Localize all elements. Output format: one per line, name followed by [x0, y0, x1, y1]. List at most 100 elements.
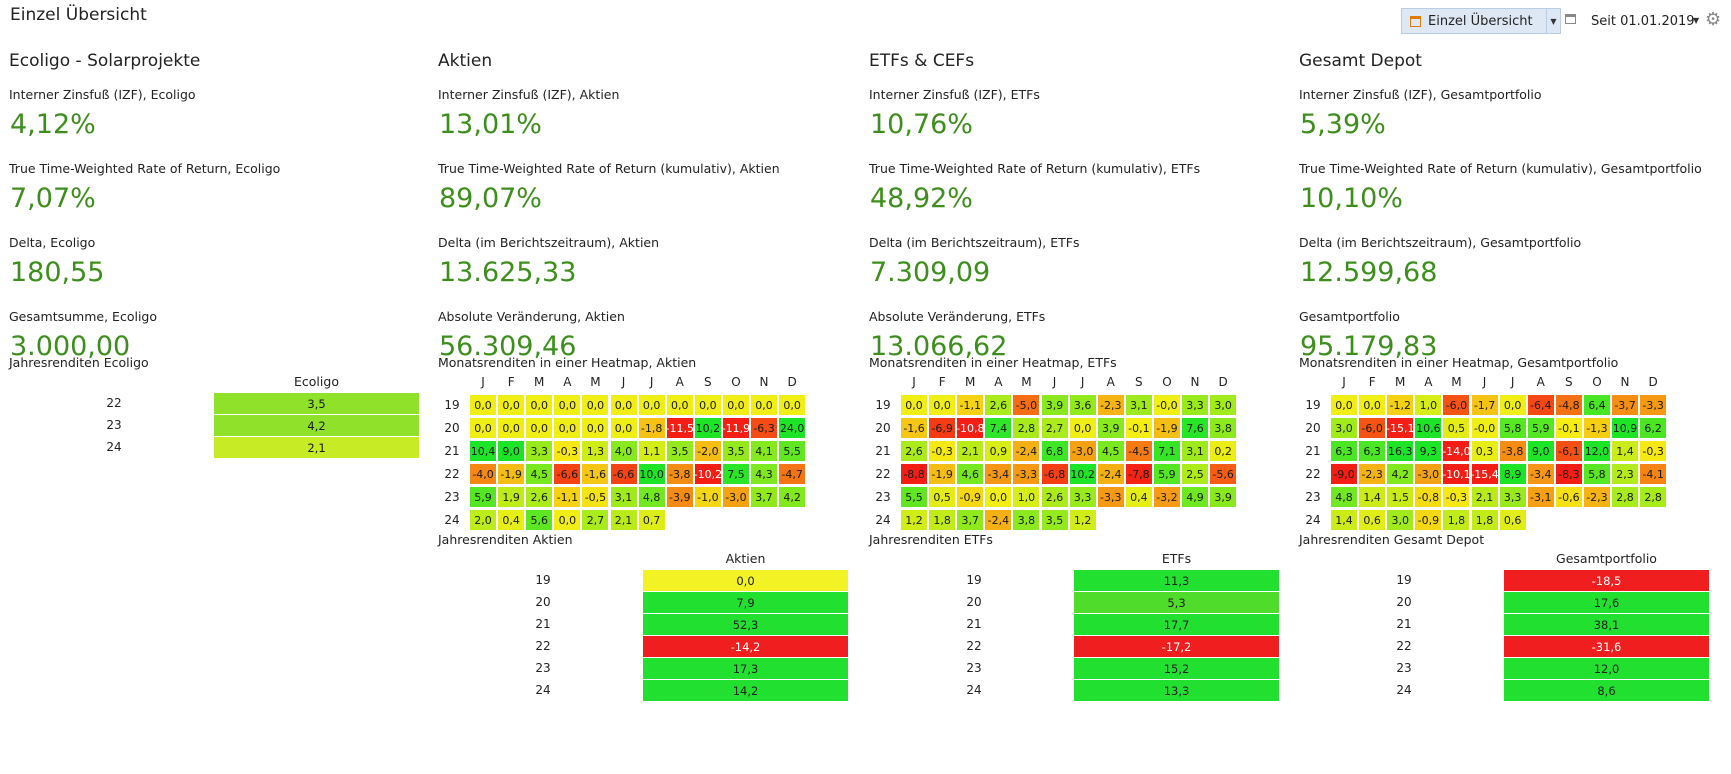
heatmap-cell: -1,6 [900, 417, 929, 439]
heatmap-cell: 0,0 [525, 417, 554, 439]
heatmap-label: Monatsrenditen in einer Heatmap, ETFs [869, 355, 1117, 370]
heatmap-cell: 3,5 [1040, 509, 1069, 531]
yearly-value-cell: 38,1 [1504, 614, 1709, 635]
heatmap-cell: -5,0 [1012, 394, 1041, 416]
panel-column: Aktien Interner Zinsfuß (IZF), Aktien 13,0… [438, 48, 858, 768]
heatmap-cell: 0,0 [469, 394, 498, 416]
heatmap-cell: 3,7 [750, 486, 779, 508]
chevron-down-icon[interactable]: ▼ [1547, 8, 1561, 34]
yearly-year-label: 22 [966, 639, 982, 653]
yearly-column-header: Gesamtportfolio [1556, 551, 1657, 566]
heatmap-cell: 0,0 [553, 394, 582, 416]
heatmap-cell: -1,1 [553, 486, 582, 508]
heatmap-cell: 3,0 [1386, 509, 1415, 531]
heatmap-cell: 0,4 [497, 509, 526, 531]
heatmap-cell: 0,0 [984, 486, 1013, 508]
heatmap-cell: -2,3 [1582, 486, 1611, 508]
heatmap-cell: 6,3 [1330, 440, 1359, 462]
heatmap-cell: 0,5 [928, 486, 957, 508]
heatmap-cell: -3,0 [1414, 463, 1443, 485]
heatmap-cell: 0,0 [581, 394, 610, 416]
heatmap-cell: 2,1 [956, 440, 985, 462]
heatmap-cell: 2,5 [1181, 463, 1210, 485]
heatmap-cell: 5,6 [525, 509, 554, 531]
heatmap-cell: 0,3 [1470, 440, 1499, 462]
heatmap-cell: 0,0 [497, 417, 526, 439]
metric-value: 13.066,62 [870, 331, 1008, 362]
panel-title: Aktien [438, 51, 493, 71]
heatmap-cell: 3,8 [1012, 509, 1041, 531]
heatmap-cell: -2,4 [1096, 463, 1125, 485]
metric-label: Delta (im Berichtszeitraum), Gesamtportf… [1299, 235, 1582, 250]
metric-value: 5,39% [1300, 109, 1386, 140]
heatmap-cell: 1,3 [581, 440, 610, 462]
yearly-label: Jahresrenditen Gesamt Depot [1299, 532, 1485, 547]
yearly-value-cell: 11,3 [1074, 570, 1279, 591]
metric-value: 10,10% [1300, 183, 1403, 214]
heatmap-cell: 10,4 [469, 440, 498, 462]
yearly-year-label: 24 [106, 440, 122, 454]
heatmap-cell: -6,0 [1442, 394, 1471, 416]
heatmap-cell: 2,0 [469, 509, 498, 531]
heatmap-month-header: J [1052, 375, 1057, 389]
view-select-button[interactable]: Einzel Übersicht [1401, 8, 1547, 34]
heatmap-cell: 2,6 [900, 440, 929, 462]
heatmap-cell: -0,0 [1152, 394, 1181, 416]
heatmap-cell: 3,1 [1124, 394, 1153, 416]
heatmap-cell: -5,6 [1209, 463, 1238, 485]
heatmap-cell: -0,3 [1442, 486, 1471, 508]
heatmap-cell: -6,1 [1554, 440, 1583, 462]
heatmap-month-header: J [649, 375, 654, 389]
heatmap-cell: 9,0 [1526, 440, 1555, 462]
heatmap-cell: 0,0 [469, 417, 498, 439]
heatmap-month-header: O [731, 375, 741, 389]
heatmap-cell: -0,8 [1414, 486, 1443, 508]
metric-value: 10,76% [870, 109, 973, 140]
heatmap-cell: 0,0 [609, 417, 638, 439]
heatmap-year-label: 23 [1305, 490, 1321, 504]
window-icon[interactable] [1565, 14, 1576, 24]
view-select-label: Einzel Übersicht [1428, 13, 1533, 29]
heatmap-cell: -1,9 [1152, 417, 1181, 439]
yearly-value-cell: 12,0 [1504, 658, 1709, 679]
gear-icon[interactable]: ⚙ [1705, 9, 1722, 30]
chevron-down-icon[interactable]: ▼ [1693, 16, 1700, 25]
heatmap-year-label: 19 [1305, 398, 1321, 412]
heatmap-cell: -1,2 [1386, 394, 1415, 416]
heatmap-year-label: 20 [875, 421, 891, 435]
heatmap-cell: 7,1 [1152, 440, 1181, 462]
heatmap-cell: -0,5 [581, 486, 610, 508]
panel-title: ETFs & CEFs [869, 51, 975, 71]
heatmap-month-header: A [563, 375, 572, 389]
heatmap-cell: 2,1 [609, 509, 638, 531]
heatmap-cell: 3,1 [609, 486, 638, 508]
yearly-value-cell: 14,2 [643, 680, 848, 701]
page-title: Einzel Übersicht [10, 5, 147, 25]
heatmap-cell: 2,3 [1611, 463, 1640, 485]
heatmap-cell: 5,5 [900, 486, 929, 508]
metric-value: 180,55 [10, 257, 105, 288]
metric-label: True Time-Weighted Rate of Return (kumul… [869, 161, 1201, 176]
heatmap-year-label: 20 [444, 421, 460, 435]
heatmap-cell: 3,3 [1498, 486, 1527, 508]
heatmap-cell: -9,0 [1330, 463, 1359, 485]
heatmap-cell: 0,0 [665, 394, 694, 416]
heatmap-cell: 2,7 [1040, 417, 1069, 439]
heatmap-month-header: J [912, 375, 916, 389]
heatmap-cell: 8,9 [1498, 463, 1527, 485]
heatmap-cell: 10,6 [1414, 417, 1443, 439]
heatmap-month-header: O [1592, 375, 1602, 389]
yearly-year-label: 19 [535, 573, 551, 587]
heatmap-month-header: A [1106, 375, 1115, 389]
date-range-label[interactable]: Seit 01.01.2019 [1591, 14, 1695, 29]
heatmap-cell: 3,0 [1330, 417, 1359, 439]
heatmap-cell: -3,0 [721, 486, 750, 508]
heatmap-cell: 4,8 [1330, 486, 1359, 508]
heatmap-cell: -10,2 [694, 463, 722, 485]
heatmap-cell: -6,0 [1358, 417, 1387, 439]
heatmap-cell: 1,2 [1068, 509, 1097, 531]
yearly-value-cell: 2,1 [214, 437, 419, 458]
heatmap-cell: -4,7 [778, 463, 807, 485]
yearly-year-label: 22 [106, 396, 122, 410]
heatmap-year-label: 24 [875, 513, 891, 527]
